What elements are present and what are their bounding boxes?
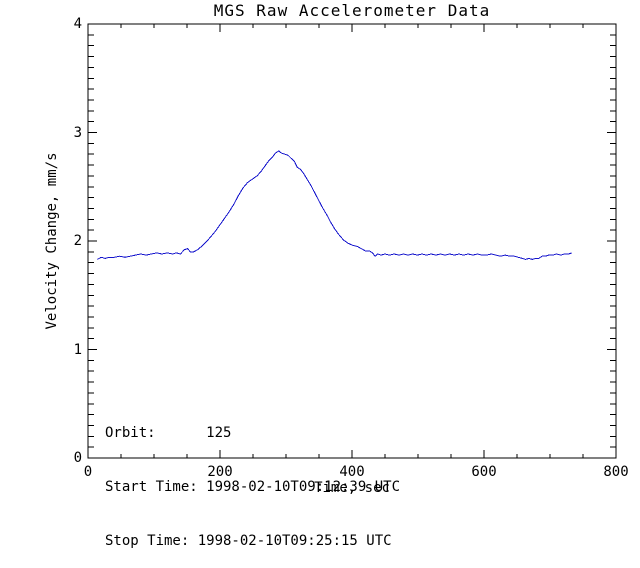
x-tick-label: 800 [603, 464, 629, 480]
data-series-line [96, 150, 572, 260]
plot-window: { "chart_data": { "type": "line", "title… [44, 1, 629, 549]
x-tick-label: 0 [83, 464, 93, 480]
y-tick-label: 3 [73, 124, 82, 141]
x-tick-label: 400 [339, 464, 365, 480]
x-tick-label: 200 [207, 464, 233, 480]
x-axis-label: Time, sec [314, 480, 390, 496]
annotation-start-time: Start Time: 1998-02-10T09:12:39 UTC [105, 479, 401, 495]
annotation-orbit: Orbit: 125 [105, 425, 232, 441]
y-tick-label: 0 [73, 450, 82, 466]
annotation-stop-time: Stop Time: 1998-02-10T09:25:15 UTC [105, 533, 392, 549]
x-tick-label: 600 [471, 464, 497, 480]
chart-title: MGS Raw Accelerometer Data [213, 1, 491, 20]
y-tick-label: 2 [73, 233, 82, 249]
y-tick-label: 1 [73, 341, 82, 358]
plot-area [87, 23, 617, 459]
y-tick-label: 4 [73, 16, 82, 32]
